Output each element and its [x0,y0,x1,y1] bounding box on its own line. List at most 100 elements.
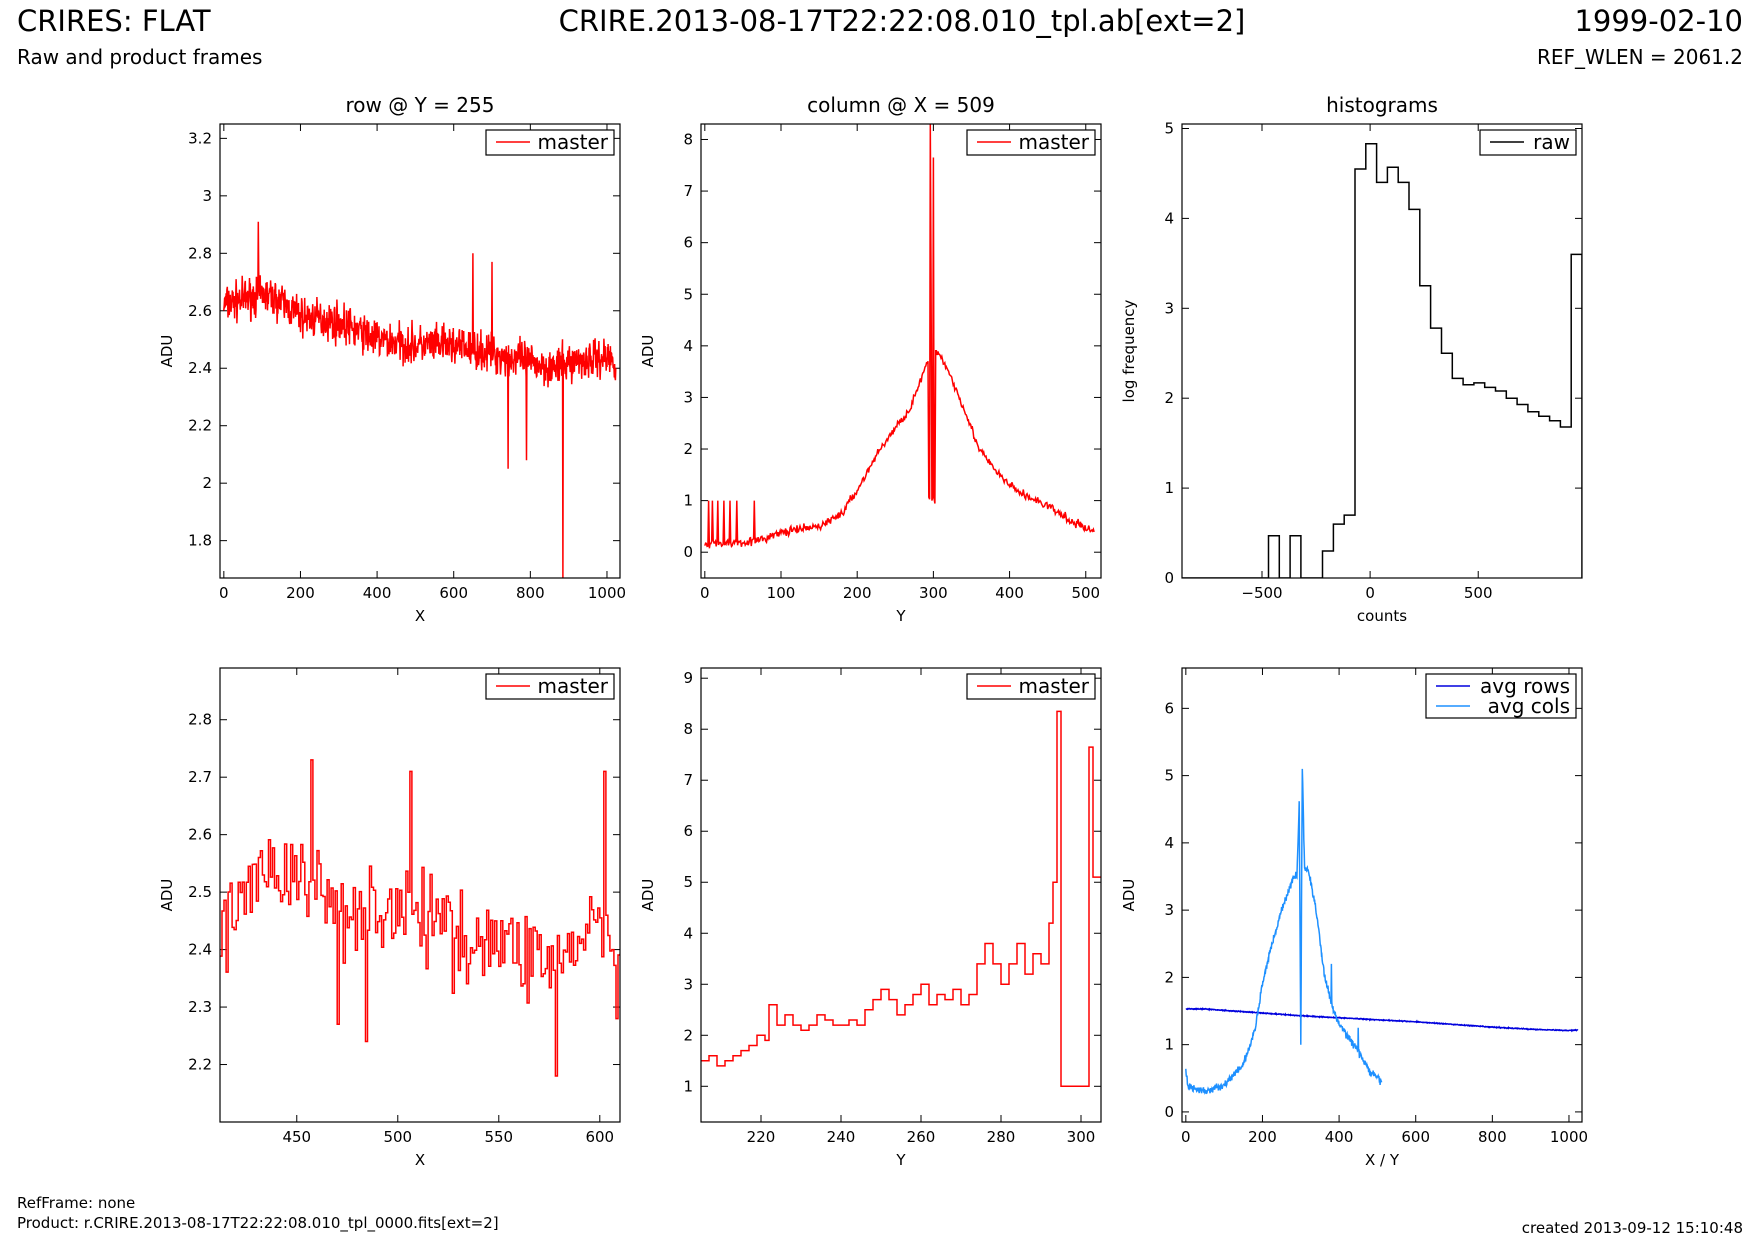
y-tick-label: 2.7 [188,768,212,786]
panel-3: histograms counts log frequency −500 0 500 0 1 2… [1120,93,1583,625]
legend: master [485,673,615,700]
x-tick-label: 300 [1067,1128,1096,1146]
y-tick-label: 2.4 [188,941,212,959]
y-tick-label: 2.4 [188,359,212,377]
series-raw [1182,143,1582,578]
y-axis-label: log frequency [1120,299,1138,402]
x-tick-label: 550 [484,1128,513,1146]
y-tick-label: 7 [683,771,693,789]
x-tick-label: 800 [516,584,545,602]
y-tick-label: 2 [1164,389,1174,407]
series-group [1182,143,1582,578]
series-group [701,710,1101,1088]
x-axis-label: X [415,1151,425,1169]
x-tick-label: 400 [363,584,392,602]
y-tick-label: 0 [683,543,693,561]
y-tick-label: 5 [683,873,693,891]
panel-4: X ADU 450 500 550 600 2.2 2.3 2.4 2.5 2.6 2.7 2.8 mas… [158,667,621,1169]
x-axis-label: X [415,607,425,625]
legend-label: master [1018,674,1089,698]
y-tick-label: 5 [683,285,693,303]
plot-frame [1181,667,1583,1123]
x-tick-label: 240 [827,1128,856,1146]
y-tick-label: 8 [683,130,693,148]
legend-label: master [1018,130,1089,154]
y-tick-label: 3 [1164,299,1174,317]
panel-5: Y ADU 220 240 260 280 300 1 2 3 4 5 6 7 8 9 master [639,667,1102,1169]
legend: master [485,129,615,156]
y-axis-label: ADU [639,879,657,912]
y-axis-label: ADU [639,335,657,368]
x-axis-label: Y [895,607,906,625]
product-label: Product: r.CRIRE.2013-08-17T22:22:08.010… [17,1214,499,1232]
y-tick-label: 7 [683,182,693,200]
y-axis-label: ADU [1120,879,1138,912]
y-tick-label: 1 [683,1077,693,1095]
plot-frame [1181,123,1583,579]
y-tick-label: 8 [683,720,693,738]
x-tick-label: 500 [383,1128,412,1146]
legend-label: master [537,130,608,154]
plot-frame [219,667,621,1123]
series-avg-cols [1185,768,1383,1095]
y-axis-label: ADU [158,335,176,368]
x-tick-label: 260 [907,1128,936,1146]
refframe-label: RefFrame: none [17,1194,136,1212]
y-tick-label: 2.6 [188,826,212,844]
y-tick-label: 3.2 [188,129,212,147]
legend-label: avg cols [1488,694,1570,718]
x-tick-label: 450 [282,1128,311,1146]
x-tick-label: 200 [1248,1128,1277,1146]
x-tick-label: 0 [700,584,710,602]
x-tick-label: 220 [747,1128,776,1146]
y-tick-label: 6 [683,234,693,252]
panel-6: X / Y ADU 0 200 400 600 800 1000 0 1 2 3 4 5 6 avg rows… [1120,667,1588,1169]
series-group [704,124,1095,549]
legend-label: raw [1533,130,1570,154]
y-tick-label: 2 [1164,968,1174,986]
legend: master [966,673,1096,700]
legend: raw [1479,129,1577,156]
y-tick-label: 4 [1164,834,1174,852]
x-tick-label: 400 [995,584,1024,602]
y-tick-label: 2 [683,1026,693,1044]
x-axis-label: X / Y [1365,1151,1400,1169]
series-master [704,124,1095,549]
file-title: CRIRE.2013-08-17T22:22:08.010_tpl.ab[ext… [558,4,1246,38]
panel-title: row @ Y = 255 [346,93,495,117]
created-label: created 2013-09-12 15:10:48 [1521,1219,1743,1237]
series-group [1185,768,1579,1095]
y-tick-label: 3 [202,187,212,205]
y-tick-label: 0 [1164,1103,1174,1121]
ref-wlen-label: REF_WLEN = 2061.2 [1536,45,1743,69]
x-tick-label: 200 [843,584,872,602]
series-master [701,710,1101,1088]
x-tick-label: 400 [1325,1128,1354,1146]
y-tick-label: 6 [1164,699,1174,717]
x-tick-label: 0 [1181,1128,1191,1146]
panel-2: column @ X = 509 Y ADU 0 100 200 300 400 500 0 1 2 3… [639,93,1102,625]
legend-box [1425,673,1577,719]
x-tick-label: 280 [987,1128,1016,1146]
y-tick-label: 1 [1164,479,1174,497]
y-tick-label: 4 [1164,209,1174,227]
panel-1: row @ Y = 255 X ADU 0 200 400 600 800 1000 1.8 2 2.… [158,93,626,625]
y-tick-label: 1 [1164,1036,1174,1054]
plot-frame [700,123,1102,579]
y-tick-label: 9 [683,669,693,687]
x-tick-label: 300 [919,584,948,602]
y-tick-label: 3 [683,388,693,406]
panel-title: column @ X = 509 [807,93,995,117]
y-tick-label: 1.8 [188,532,212,550]
y-tick-label: 6 [683,822,693,840]
x-tick-label: 500 [1071,584,1100,602]
x-tick-label: 800 [1478,1128,1507,1146]
x-tick-label: 1000 [588,584,626,602]
plot-frame [219,123,621,579]
report-subtitle: Raw and product frames [17,45,263,69]
y-tick-label: 4 [683,924,693,942]
y-tick-label: 3 [1164,901,1174,919]
x-tick-label: 200 [286,584,315,602]
report-title: CRIRES: FLAT [17,4,211,38]
